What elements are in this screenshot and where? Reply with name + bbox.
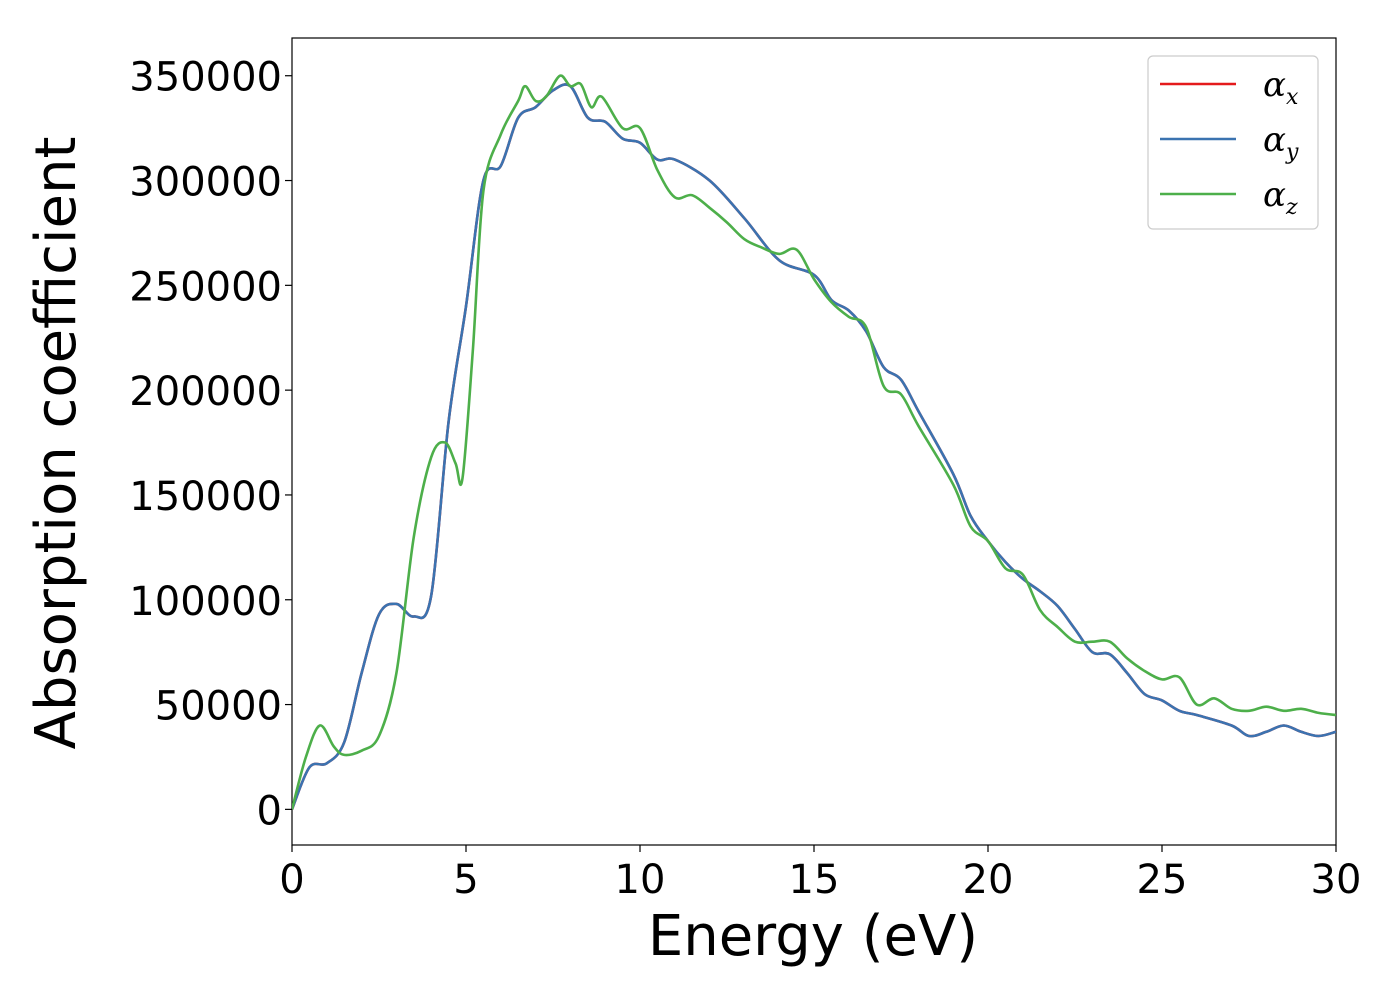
series-line-y bbox=[292, 83, 1336, 810]
y-tick-label: 300000 bbox=[129, 160, 282, 206]
legend-subscript-y: y bbox=[1285, 140, 1299, 165]
x-tick-label: 5 bbox=[453, 857, 478, 903]
legend-box bbox=[1147, 55, 1319, 230]
legend-subscript-z: z bbox=[1285, 195, 1298, 220]
y-tick-label: 100000 bbox=[129, 579, 282, 625]
series-line-z bbox=[292, 74, 1336, 810]
x-tick-label: 10 bbox=[615, 857, 666, 903]
series-layer bbox=[292, 74, 1336, 810]
y-axis-label: Absorption coefficient bbox=[24, 137, 89, 750]
y-tick-label: 0 bbox=[257, 788, 282, 834]
axes-layer: 0 5 10 15 20 25 30 0 50000 100000 150000 200000 2500… bbox=[129, 55, 1361, 903]
legend-subscript-x: x bbox=[1286, 85, 1299, 110]
x-tick-label: 30 bbox=[1311, 857, 1362, 903]
y-tick-label: 200000 bbox=[129, 369, 282, 415]
x-tick-label: 25 bbox=[1137, 857, 1188, 903]
y-tick-label: 250000 bbox=[129, 264, 282, 310]
y-tick-label: 50000 bbox=[155, 684, 282, 730]
y-tick-label: 150000 bbox=[129, 474, 282, 520]
x-axis-label: Energy (eV) bbox=[648, 904, 978, 969]
x-tick-label: 20 bbox=[963, 857, 1014, 903]
y-tick-label: 350000 bbox=[129, 55, 282, 101]
x-tick-label: 15 bbox=[789, 857, 840, 903]
x-tick-label: 0 bbox=[279, 857, 304, 903]
